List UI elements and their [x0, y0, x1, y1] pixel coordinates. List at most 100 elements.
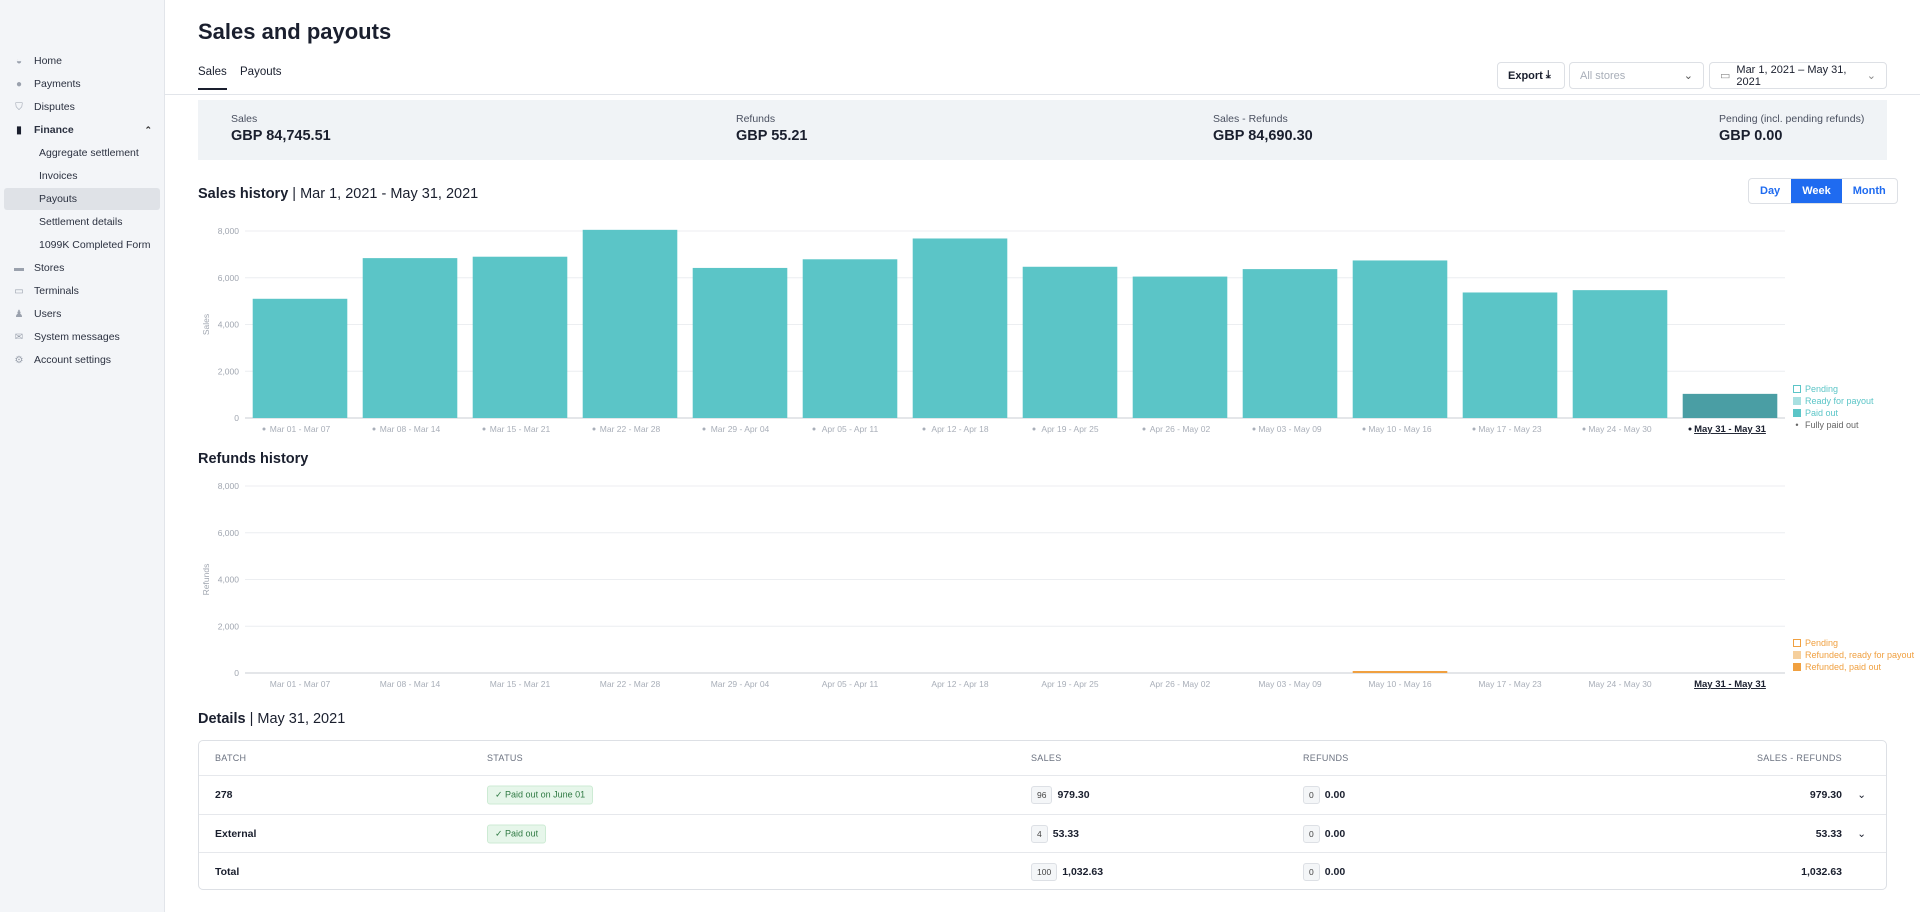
granularity-month[interactable]: Month [1852, 185, 1886, 197]
bar [1242, 269, 1338, 418]
sidebar-item-label: System messages [34, 331, 120, 343]
col-refunds: REFUNDS [1303, 753, 1349, 763]
fully-paid-marker [372, 427, 376, 431]
sidebar-item-users[interactable]: ♟ Users [4, 303, 160, 325]
bar [1352, 260, 1448, 418]
y-tick-label: 0 [234, 668, 239, 678]
sales-count: 96 [1031, 786, 1053, 804]
refunds-history-title: Refunds history [198, 451, 309, 467]
bar [802, 259, 898, 418]
sidebar-item-payments[interactable]: ● Payments [4, 73, 160, 95]
batch-id: External [215, 827, 257, 840]
expand-chevron-icon[interactable]: ⌄ [1857, 789, 1866, 801]
granularity-toggle: Day Week Month [1748, 178, 1898, 204]
sidebar-item-payouts[interactable]: Payouts [4, 188, 160, 210]
x-tick-label: May 17 - May 23 [1478, 679, 1542, 689]
details-title: Details [198, 711, 246, 727]
date-range-picker[interactable]: ▭ Mar 1, 2021 – May 31, 2021 ⌄ [1709, 62, 1887, 89]
legend-paid: Paid out [1793, 407, 1874, 419]
terminal-icon: ▭ [14, 285, 24, 297]
stores-select[interactable]: All stores ⌄ [1569, 62, 1704, 89]
legend-refunded-paid: Refunded, paid out [1793, 661, 1914, 673]
sidebar-item-aggregate-settlement[interactable]: Aggregate settlement [4, 142, 160, 164]
x-tick-label: May 31 - May 31 [1694, 424, 1767, 435]
details-table: BATCH STATUS SALES REFUNDS SALES - REFUN… [198, 740, 1887, 890]
x-tick-label: May 10 - May 16 [1368, 679, 1432, 689]
granularity-day[interactable]: Day [1760, 185, 1781, 197]
y-tick-label: 6,000 [218, 273, 240, 283]
tab-sales[interactable]: Sales [198, 66, 227, 90]
fully-paid-marker [702, 427, 706, 431]
sidebar-item-1099k-completed-form[interactable]: 1099K Completed Form [4, 234, 160, 256]
shield-icon: ⛉ [15, 101, 23, 113]
x-tick-label: Apr 05 - Apr 11 [822, 424, 879, 434]
home-icon: ◒ [15, 55, 23, 67]
summary-pending: Pending (incl. pending refunds) GBP 0.00 [1719, 113, 1864, 144]
sidebar-item-stores[interactable]: ▬ Stores [4, 257, 160, 279]
col-status: STATUS [487, 753, 523, 763]
sales-amount: 53.33 [1052, 827, 1080, 840]
bar [252, 298, 348, 418]
total-label: Total [215, 866, 240, 878]
y-tick-label: 4,000 [218, 575, 240, 585]
y-tick-label: 2,000 [218, 621, 240, 631]
tab-payouts[interactable]: Payouts [240, 66, 282, 78]
col-net: SALES - REFUNDS [1756, 753, 1842, 763]
y-axis-label: Refunds [201, 564, 211, 596]
sidebar-item-label: Payments [34, 78, 81, 90]
y-tick-label: 4,000 [218, 320, 240, 330]
sidebar-item-account-settings[interactable]: ⚙ Account settings [4, 349, 160, 371]
expand-chevron-icon[interactable]: ⌄ [1857, 827, 1866, 840]
bar [1132, 276, 1228, 418]
store-icon: ▬ [14, 262, 24, 274]
export-button[interactable]: Export ⤓ [1497, 62, 1565, 89]
sidebar-item-label: Stores [34, 262, 65, 274]
fully-paid-marker [262, 427, 266, 431]
x-tick-label: Apr 26 - May 02 [1150, 679, 1211, 689]
table-header: BATCH STATUS SALES REFUNDS SALES - REFUN… [199, 741, 1886, 776]
payments-icon: ● [15, 78, 23, 90]
sidebar-item-finance[interactable]: ▮ Finance ⌃ [4, 119, 160, 141]
sidebar-item-settlement-details[interactable]: Settlement details [4, 211, 160, 233]
y-tick-label: 0 [234, 413, 239, 423]
fully-paid-marker [922, 427, 926, 431]
sidebar-item-system-messages[interactable]: ✉ System messages [4, 326, 160, 348]
sidebar-item-disputes[interactable]: ⛉ Disputes [4, 96, 160, 118]
gear-icon: ⚙ [14, 354, 24, 366]
y-tick-label: 6,000 [218, 528, 240, 538]
x-tick-label: Apr 19 - Apr 25 [1041, 424, 1098, 434]
x-tick-label: Mar 08 - Mar 14 [380, 424, 441, 434]
y-axis-label: Sales [201, 314, 211, 335]
granularity-week[interactable]: Week [1791, 179, 1842, 203]
x-tick-label: Apr 05 - Apr 11 [822, 679, 879, 689]
summary-net: Sales - Refunds GBP 84,690.30 [1213, 113, 1313, 144]
legend-pending: Pending [1793, 383, 1874, 395]
sidebar-item-label: Users [34, 308, 62, 320]
date-range-value: Mar 1, 2021 – May 31, 2021 [1736, 63, 1847, 88]
x-tick-label: Apr 26 - May 02 [1150, 424, 1211, 434]
refunds-amount: 0.00 [1324, 789, 1346, 801]
sidebar-item-label: Invoices [39, 170, 78, 182]
fully-paid-marker [1472, 427, 1476, 431]
sidebar-item-label: Settlement details [39, 216, 123, 228]
chevron-up-icon[interactable]: ⌃ [144, 124, 152, 135]
sidebar: ◒ Home ● Payments ⛉ Disputes ▮ Finance ⌃ Aggregat… [0, 0, 165, 912]
sidebar-item-home[interactable]: ◒ Home [4, 50, 160, 72]
tab-divider [165, 94, 1920, 95]
refunds-count: 0 [1303, 824, 1320, 843]
y-tick-label: 8,000 [218, 226, 240, 236]
table-row[interactable]: 278 ✓ Paid out on June 01 96 979.30 0 0.00… [199, 776, 1886, 815]
summary-value: GBP 84,745.51 [231, 128, 331, 144]
sidebar-item-label: Disputes [34, 101, 75, 113]
fully-paid-marker [1252, 427, 1256, 431]
sidebar-item-terminals[interactable]: ▭ Terminals [4, 280, 160, 302]
sidebar-item-invoices[interactable]: Invoices [4, 165, 160, 187]
refunds-history-heading: Refunds history [198, 451, 308, 467]
sales-count: 4 [1031, 824, 1048, 843]
table-row[interactable]: External ✓ Paid out 4 53.33 0 0.00 53.33 ⌄ [199, 815, 1886, 853]
x-tick-label: May 17 - May 23 [1478, 424, 1542, 434]
fully-paid-marker [1582, 427, 1586, 431]
chevron-down-icon: ⌄ [1683, 70, 1693, 82]
col-batch: BATCH [215, 753, 247, 763]
summary-value: GBP 84,690.30 [1213, 128, 1313, 144]
